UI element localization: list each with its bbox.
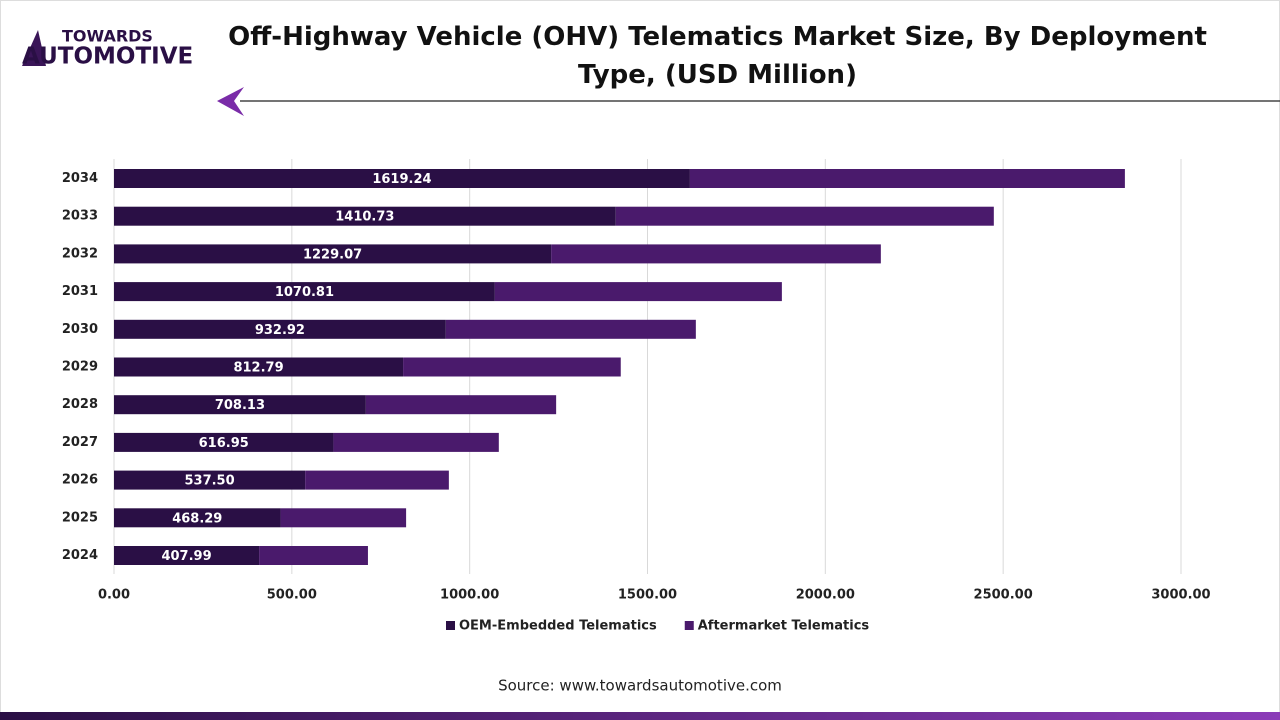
y-tick-label: 2032 — [62, 246, 98, 261]
y-tick-label: 2028 — [62, 397, 98, 412]
arrow-icon — [217, 87, 244, 116]
footer-bar — [0, 712, 1280, 720]
legend-label: Aftermarket Telematics — [698, 619, 870, 634]
bar-segment — [551, 244, 881, 264]
bar-segment — [114, 357, 404, 377]
bar-segment — [114, 395, 366, 415]
y-tick-label: 2026 — [62, 473, 98, 488]
legend-swatch — [684, 621, 694, 630]
data-label: 1070.81 — [275, 285, 334, 300]
x-tick-label: 2500.00 — [974, 588, 1033, 603]
legend-swatch — [446, 621, 455, 630]
x-tick-label: 1000.00 — [440, 588, 499, 603]
bar-segment — [114, 432, 334, 452]
y-tick-label: 2031 — [62, 284, 98, 299]
bar-segment — [114, 206, 616, 226]
y-tick-label: 2027 — [62, 435, 98, 450]
bar-segment — [114, 282, 495, 302]
bar-segment — [280, 508, 407, 528]
data-label: 1410.73 — [335, 210, 394, 225]
plot: 0.00 500.00 1000.00 1500.00 2000.00 2500.00 30… — [62, 159, 1211, 634]
bar-segment — [114, 169, 690, 188]
y-tick-label: 2029 — [62, 360, 98, 375]
bar-segment — [114, 319, 446, 339]
x-tick-label: 3000.00 — [1151, 588, 1210, 603]
bar-segment — [403, 357, 621, 377]
bar-segment — [259, 546, 368, 565]
logo-text: AUTOMOTIVE — [22, 44, 193, 70]
x-tick-label: 1500.00 — [618, 588, 677, 603]
logo-text: TOWARDS — [62, 27, 153, 46]
chart-title: Off-Highway Vehicle (OHV) Telematics Mar… — [228, 22, 1207, 90]
legend-label: OEM-Embedded Telematics — [459, 619, 657, 634]
data-label: 708.13 — [215, 398, 265, 413]
bar-segment — [615, 206, 994, 226]
y-tick-label: 2024 — [62, 548, 98, 563]
data-label: 812.79 — [233, 361, 283, 376]
x-tick-label: 500.00 — [267, 588, 317, 603]
x-tick-label: 2000.00 — [796, 588, 855, 603]
data-label: 616.95 — [199, 436, 249, 451]
bar-segment — [333, 432, 499, 452]
bar-segment — [494, 282, 782, 302]
logo-mark — [22, 30, 46, 66]
bar-segment — [114, 508, 281, 528]
bar-segment — [689, 169, 1125, 188]
bar-segment — [114, 470, 306, 490]
bar-segment — [445, 319, 696, 339]
data-label: 407.99 — [161, 549, 211, 564]
y-tick-label: 2033 — [62, 209, 98, 224]
bar-segment — [305, 470, 449, 490]
source: Source: www.towardsautomotive.com — [498, 677, 782, 695]
bar-segment — [365, 395, 557, 415]
data-label: 537.50 — [184, 474, 234, 489]
y-tick-label: 2030 — [62, 322, 98, 337]
data-label: 1619.24 — [372, 172, 431, 187]
x-tick-label: 0.00 — [98, 588, 130, 603]
data-label: 932.92 — [255, 323, 305, 338]
y-tick-label: 2025 — [62, 510, 98, 525]
data-label: 468.29 — [172, 511, 222, 526]
data-label: 1229.07 — [303, 247, 362, 262]
y-tick-label: 2034 — [62, 171, 98, 186]
bar-segment — [114, 244, 552, 264]
bar-segment — [114, 546, 260, 565]
